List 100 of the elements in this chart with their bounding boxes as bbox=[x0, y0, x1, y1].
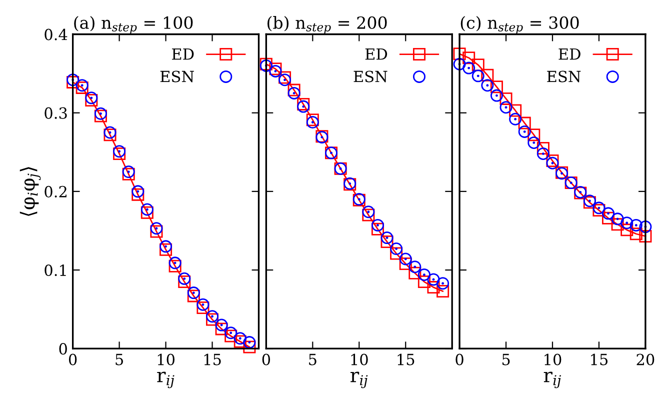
legend-label: ESN bbox=[547, 70, 581, 82]
x-tick-label: 15 bbox=[204, 354, 221, 366]
point bbox=[132, 188, 144, 201]
point bbox=[224, 326, 238, 340]
y-tick-label: 0.3 bbox=[44, 107, 67, 119]
point bbox=[528, 128, 540, 142]
point bbox=[427, 281, 440, 294]
point bbox=[371, 218, 384, 232]
point bbox=[472, 58, 484, 72]
point bbox=[132, 185, 144, 198]
point bbox=[187, 290, 200, 302]
point bbox=[104, 128, 116, 142]
x-axis-title: r$_{ij}$ bbox=[157, 372, 174, 388]
point bbox=[234, 332, 246, 345]
x-tick-label: 10 bbox=[158, 354, 174, 366]
point bbox=[390, 242, 403, 256]
point bbox=[196, 301, 210, 314]
point bbox=[94, 107, 107, 120]
point bbox=[518, 116, 531, 130]
point bbox=[306, 114, 319, 126]
point bbox=[490, 89, 503, 102]
point bbox=[500, 92, 512, 105]
point bbox=[297, 100, 310, 113]
y-tick-label: 0.1 bbox=[44, 264, 66, 276]
point bbox=[399, 257, 412, 270]
point bbox=[371, 222, 384, 236]
point bbox=[536, 142, 550, 154]
point bbox=[500, 101, 512, 114]
point bbox=[380, 235, 394, 248]
x-tick-label: 10 bbox=[544, 354, 562, 366]
point bbox=[418, 268, 430, 281]
point bbox=[602, 212, 615, 224]
point bbox=[390, 247, 403, 260]
y-tick-label: 0.2 bbox=[44, 186, 66, 198]
point bbox=[150, 222, 163, 235]
point bbox=[178, 272, 191, 285]
point bbox=[509, 112, 522, 126]
x-axis-title: r$_{ij}$ bbox=[350, 372, 368, 388]
point bbox=[518, 125, 531, 138]
point bbox=[436, 284, 450, 298]
point bbox=[630, 218, 642, 232]
point bbox=[215, 318, 228, 332]
point bbox=[234, 335, 246, 348]
point bbox=[362, 206, 375, 218]
point bbox=[592, 202, 606, 214]
point bbox=[453, 58, 466, 70]
y-tick-label: 0.4 bbox=[44, 28, 68, 40]
point bbox=[140, 203, 154, 216]
point bbox=[436, 277, 450, 290]
y-axis-title: ⟨φ$_{i}$φ$_{j}$⟩ bbox=[20, 167, 41, 216]
point bbox=[104, 126, 116, 139]
point bbox=[243, 340, 256, 354]
point bbox=[639, 230, 652, 242]
legend-label: ED bbox=[365, 48, 388, 60]
point bbox=[481, 79, 494, 92]
point bbox=[528, 136, 540, 149]
legend-label: ESN bbox=[160, 70, 194, 82]
point bbox=[196, 298, 210, 311]
point bbox=[399, 252, 412, 266]
x-tick-label: 20 bbox=[636, 354, 654, 366]
x-tick-label: 5 bbox=[116, 354, 123, 366]
point bbox=[224, 330, 238, 342]
point bbox=[611, 218, 624, 231]
point bbox=[620, 216, 634, 230]
point bbox=[418, 276, 430, 288]
point bbox=[150, 225, 163, 238]
chart-title: (c) n$_{step}$ = 300 bbox=[460, 16, 579, 34]
x-tick-label: 5 bbox=[502, 354, 510, 366]
point bbox=[168, 256, 182, 270]
x-tick-label: 5 bbox=[309, 354, 316, 366]
x-tick-label: 0 bbox=[68, 354, 77, 366]
point bbox=[278, 74, 292, 86]
point bbox=[206, 313, 219, 326]
point bbox=[380, 232, 394, 244]
point bbox=[453, 48, 466, 60]
point bbox=[243, 336, 256, 349]
point bbox=[94, 110, 107, 122]
point bbox=[206, 310, 219, 323]
point bbox=[178, 276, 191, 288]
legend-label: ESN bbox=[354, 70, 388, 82]
point bbox=[288, 84, 300, 96]
point bbox=[592, 204, 606, 217]
point bbox=[187, 286, 200, 300]
point bbox=[490, 80, 503, 94]
chart-title: (b) n$_{step}$ = 200 bbox=[267, 16, 387, 34]
point bbox=[602, 207, 615, 220]
point bbox=[630, 228, 642, 240]
point bbox=[288, 86, 300, 100]
point bbox=[481, 68, 494, 82]
point bbox=[462, 52, 476, 64]
point bbox=[427, 273, 440, 286]
point bbox=[160, 243, 172, 256]
chart-title: (a) n$_{step}$ = 100 bbox=[74, 16, 193, 34]
y-tick-label: 0 bbox=[59, 343, 67, 355]
x-tick-label: 0 bbox=[456, 354, 464, 366]
x-axis-title: r$_{ij}$ bbox=[544, 372, 561, 388]
point bbox=[140, 206, 154, 219]
legend-label: ED bbox=[172, 48, 194, 60]
point bbox=[168, 260, 182, 272]
point bbox=[536, 147, 550, 160]
